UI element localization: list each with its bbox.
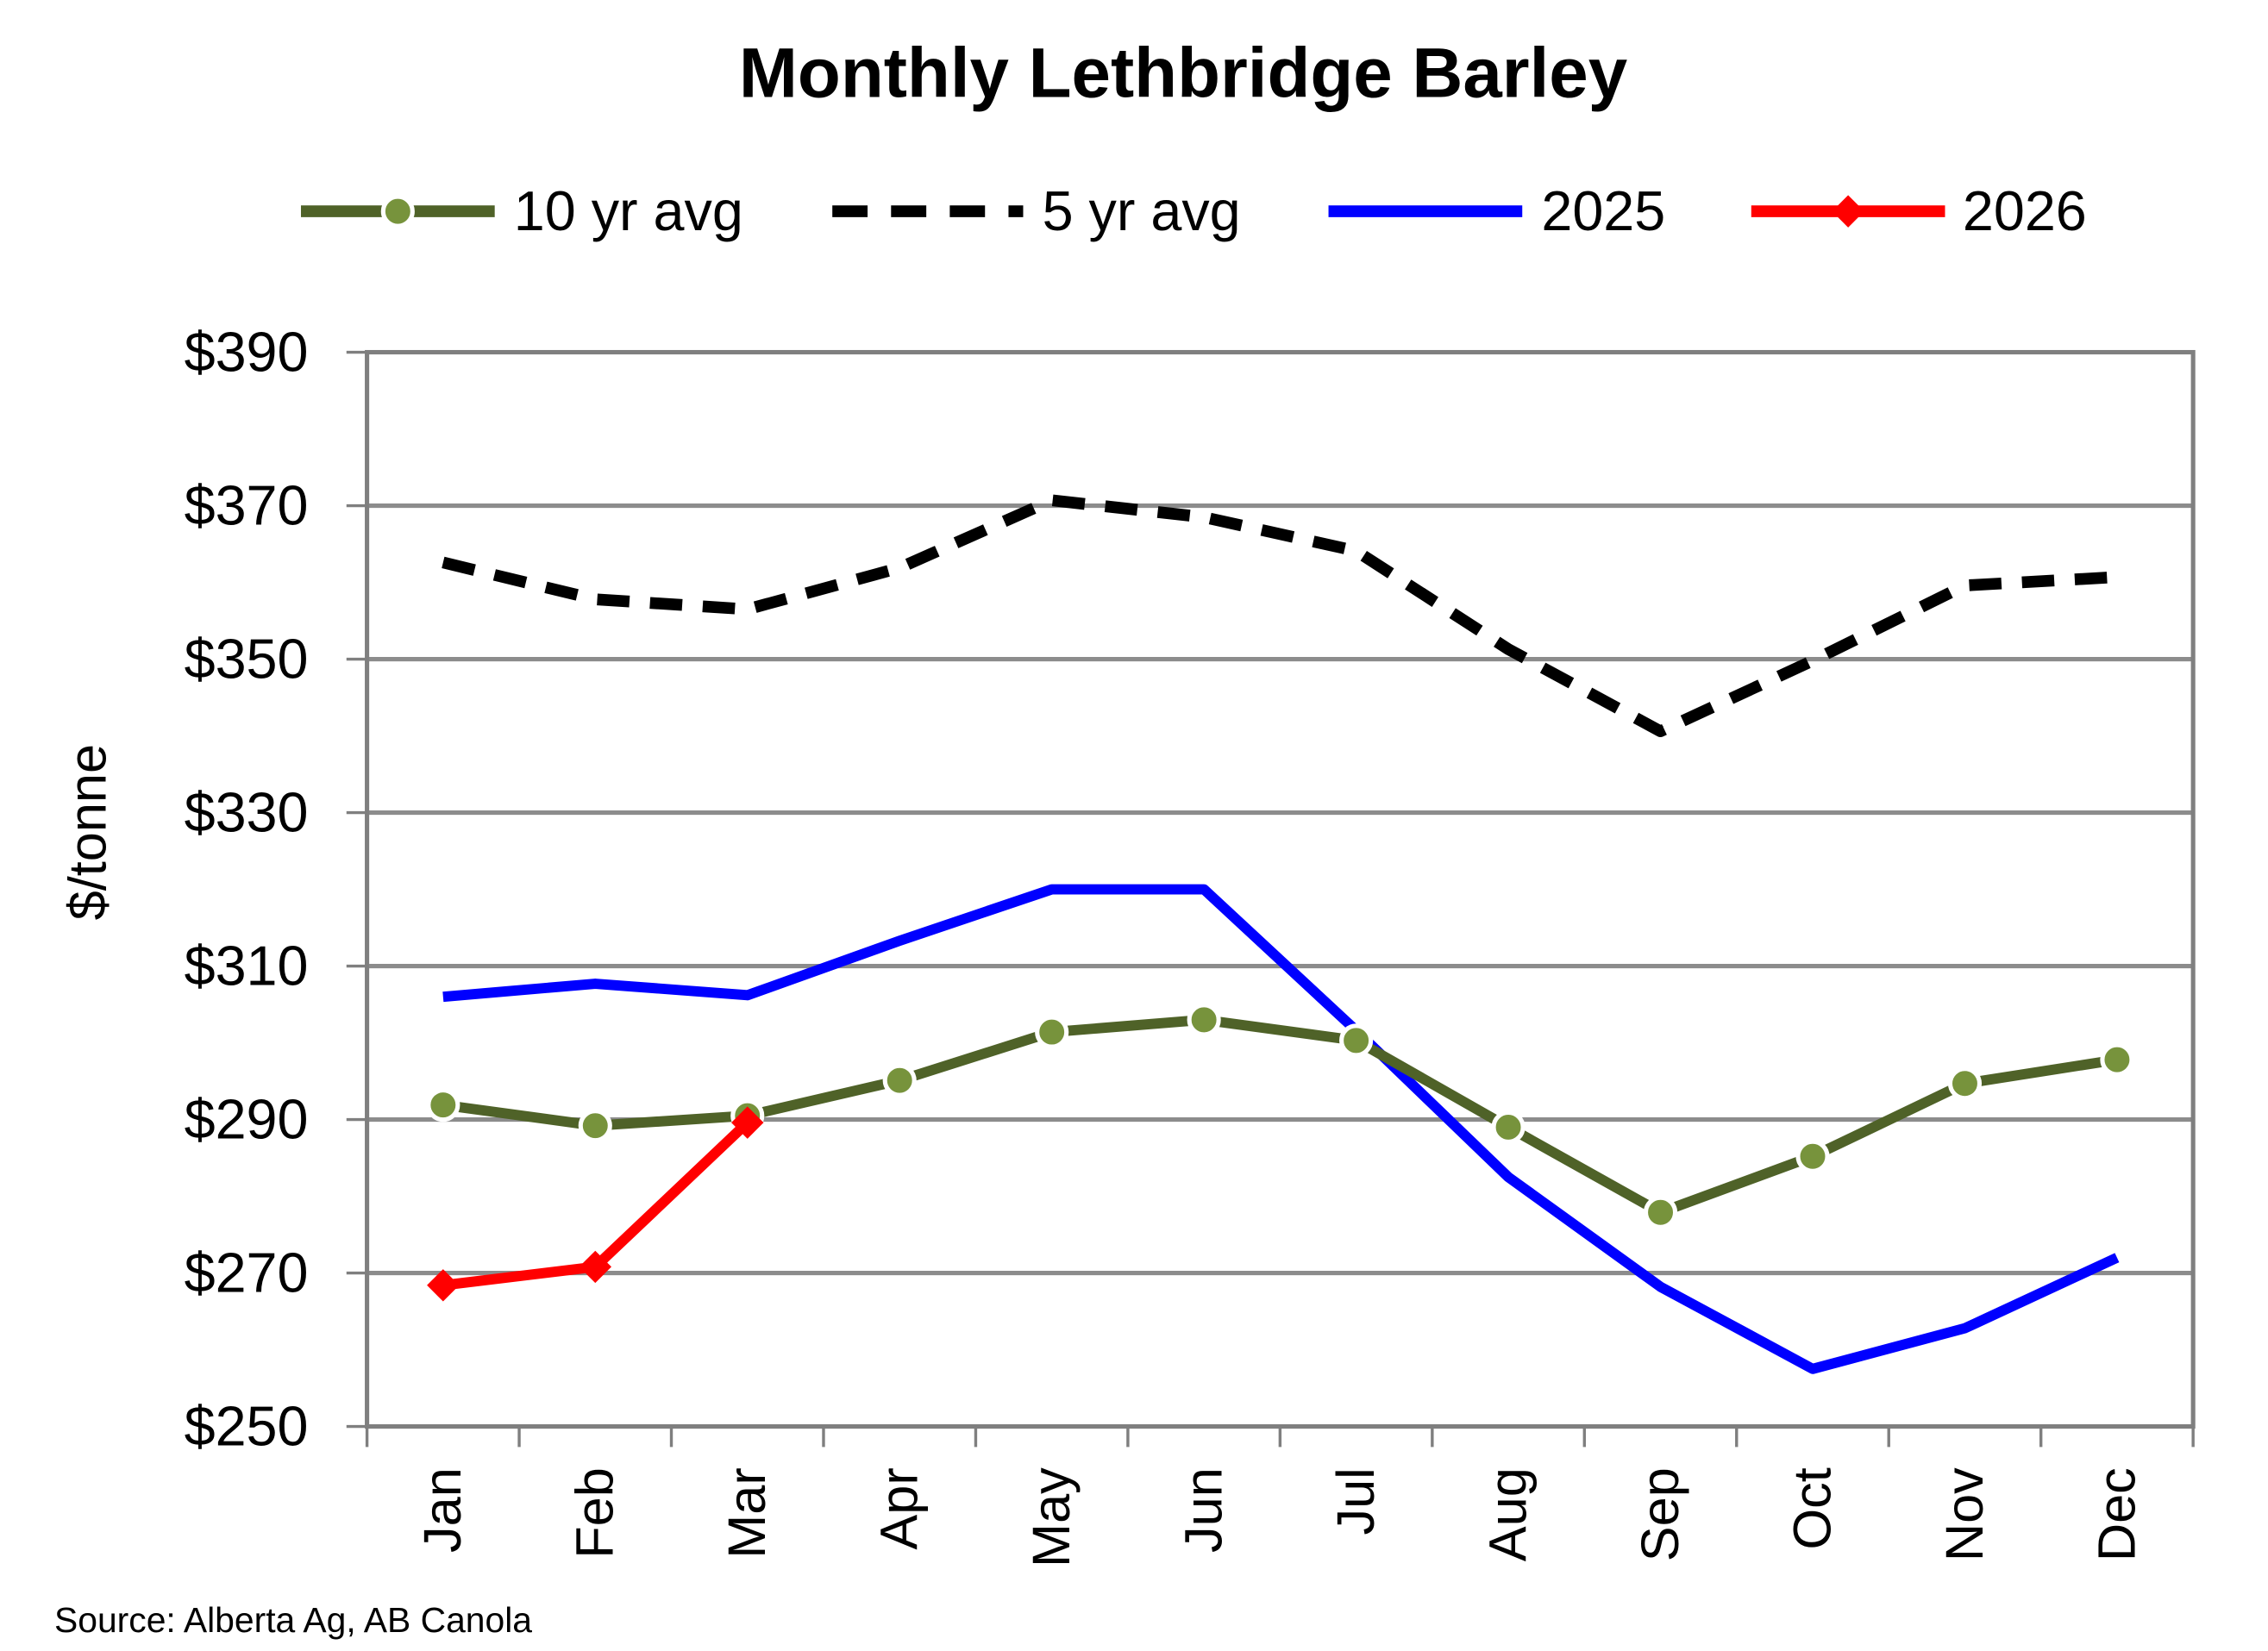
legend-item: 2026 bbox=[1751, 179, 2087, 242]
x-tick-label: Feb bbox=[566, 1467, 624, 1559]
x-tick-label: Oct bbox=[1782, 1467, 1841, 1549]
y-axis-label: $/tonne bbox=[59, 744, 117, 920]
legend-item: 2025 bbox=[1328, 179, 1665, 242]
x-tick-label: Jul bbox=[1326, 1467, 1385, 1535]
data-point bbox=[1795, 1139, 1830, 1173]
series-10-yr-avg bbox=[426, 1003, 2134, 1229]
y-tick-label: $330 bbox=[185, 781, 309, 844]
legend-label: 2026 bbox=[1963, 179, 2087, 242]
x-tick-label: Mar bbox=[717, 1467, 776, 1559]
x-tick-label: Nov bbox=[1935, 1467, 1994, 1561]
series-5-yr-avg bbox=[442, 494, 2118, 738]
x-axis: Jan Feb Mar Apr May Jun Jul Aug Sep Oct Nov Dec bbox=[365, 1426, 2195, 1567]
data-point bbox=[578, 1109, 612, 1143]
legend-label: 2025 bbox=[1541, 179, 1665, 242]
y-tick-label: $350 bbox=[185, 628, 309, 691]
series-group bbox=[426, 494, 2134, 1374]
data-point bbox=[1035, 1015, 1069, 1049]
source-note: Source: Alberta Ag, AB Canola bbox=[54, 1600, 532, 1640]
legend-item: 10 yr avg bbox=[300, 179, 743, 242]
data-point bbox=[1832, 195, 1864, 228]
data-point bbox=[1643, 1195, 1678, 1229]
plot-border bbox=[365, 349, 2196, 1429]
chart-title: Monthly Lethbridge Barley bbox=[739, 34, 1627, 112]
y-tick-label: $250 bbox=[185, 1395, 309, 1458]
data-point bbox=[1339, 1023, 1374, 1058]
data-point bbox=[1187, 1003, 1221, 1037]
legend-label: 10 yr avg bbox=[514, 179, 743, 242]
x-tick-label: Apr bbox=[870, 1467, 929, 1549]
y-tick-label: $390 bbox=[185, 321, 309, 384]
legend-item: 5 yr avg bbox=[832, 179, 1241, 242]
x-tick-label: Dec bbox=[2087, 1467, 2146, 1561]
data-point bbox=[2100, 1042, 2134, 1077]
data-point bbox=[1947, 1066, 1983, 1101]
y-axis: $250 $270 $290 $310 $330 $350 $370 $390 bbox=[185, 321, 367, 1458]
y-tick-label: $270 bbox=[185, 1241, 309, 1304]
legend-label: 5 yr avg bbox=[1043, 179, 1241, 242]
x-tick-label: May bbox=[1022, 1467, 1081, 1567]
data-point bbox=[731, 1106, 764, 1139]
series-line bbox=[442, 494, 2118, 738]
series-2025 bbox=[442, 884, 2120, 1374]
gridlines bbox=[365, 349, 2196, 1429]
series-line bbox=[442, 884, 2120, 1374]
legend: 10 yr avg 5 yr avg 2025 2026 bbox=[300, 179, 2087, 242]
data-point bbox=[380, 194, 415, 228]
x-tick-label: Sep bbox=[1631, 1467, 1689, 1561]
series-line bbox=[442, 1014, 2118, 1218]
y-tick-label: $290 bbox=[185, 1088, 309, 1151]
data-point bbox=[1491, 1110, 1526, 1145]
x-tick-label: Jan bbox=[413, 1467, 472, 1553]
x-tick-label: Jun bbox=[1175, 1467, 1233, 1553]
y-tick-label: $310 bbox=[185, 935, 309, 997]
y-tick-label: $370 bbox=[185, 474, 309, 537]
data-point bbox=[882, 1063, 917, 1098]
data-point bbox=[426, 1088, 460, 1123]
x-tick-label: Aug bbox=[1478, 1467, 1537, 1561]
